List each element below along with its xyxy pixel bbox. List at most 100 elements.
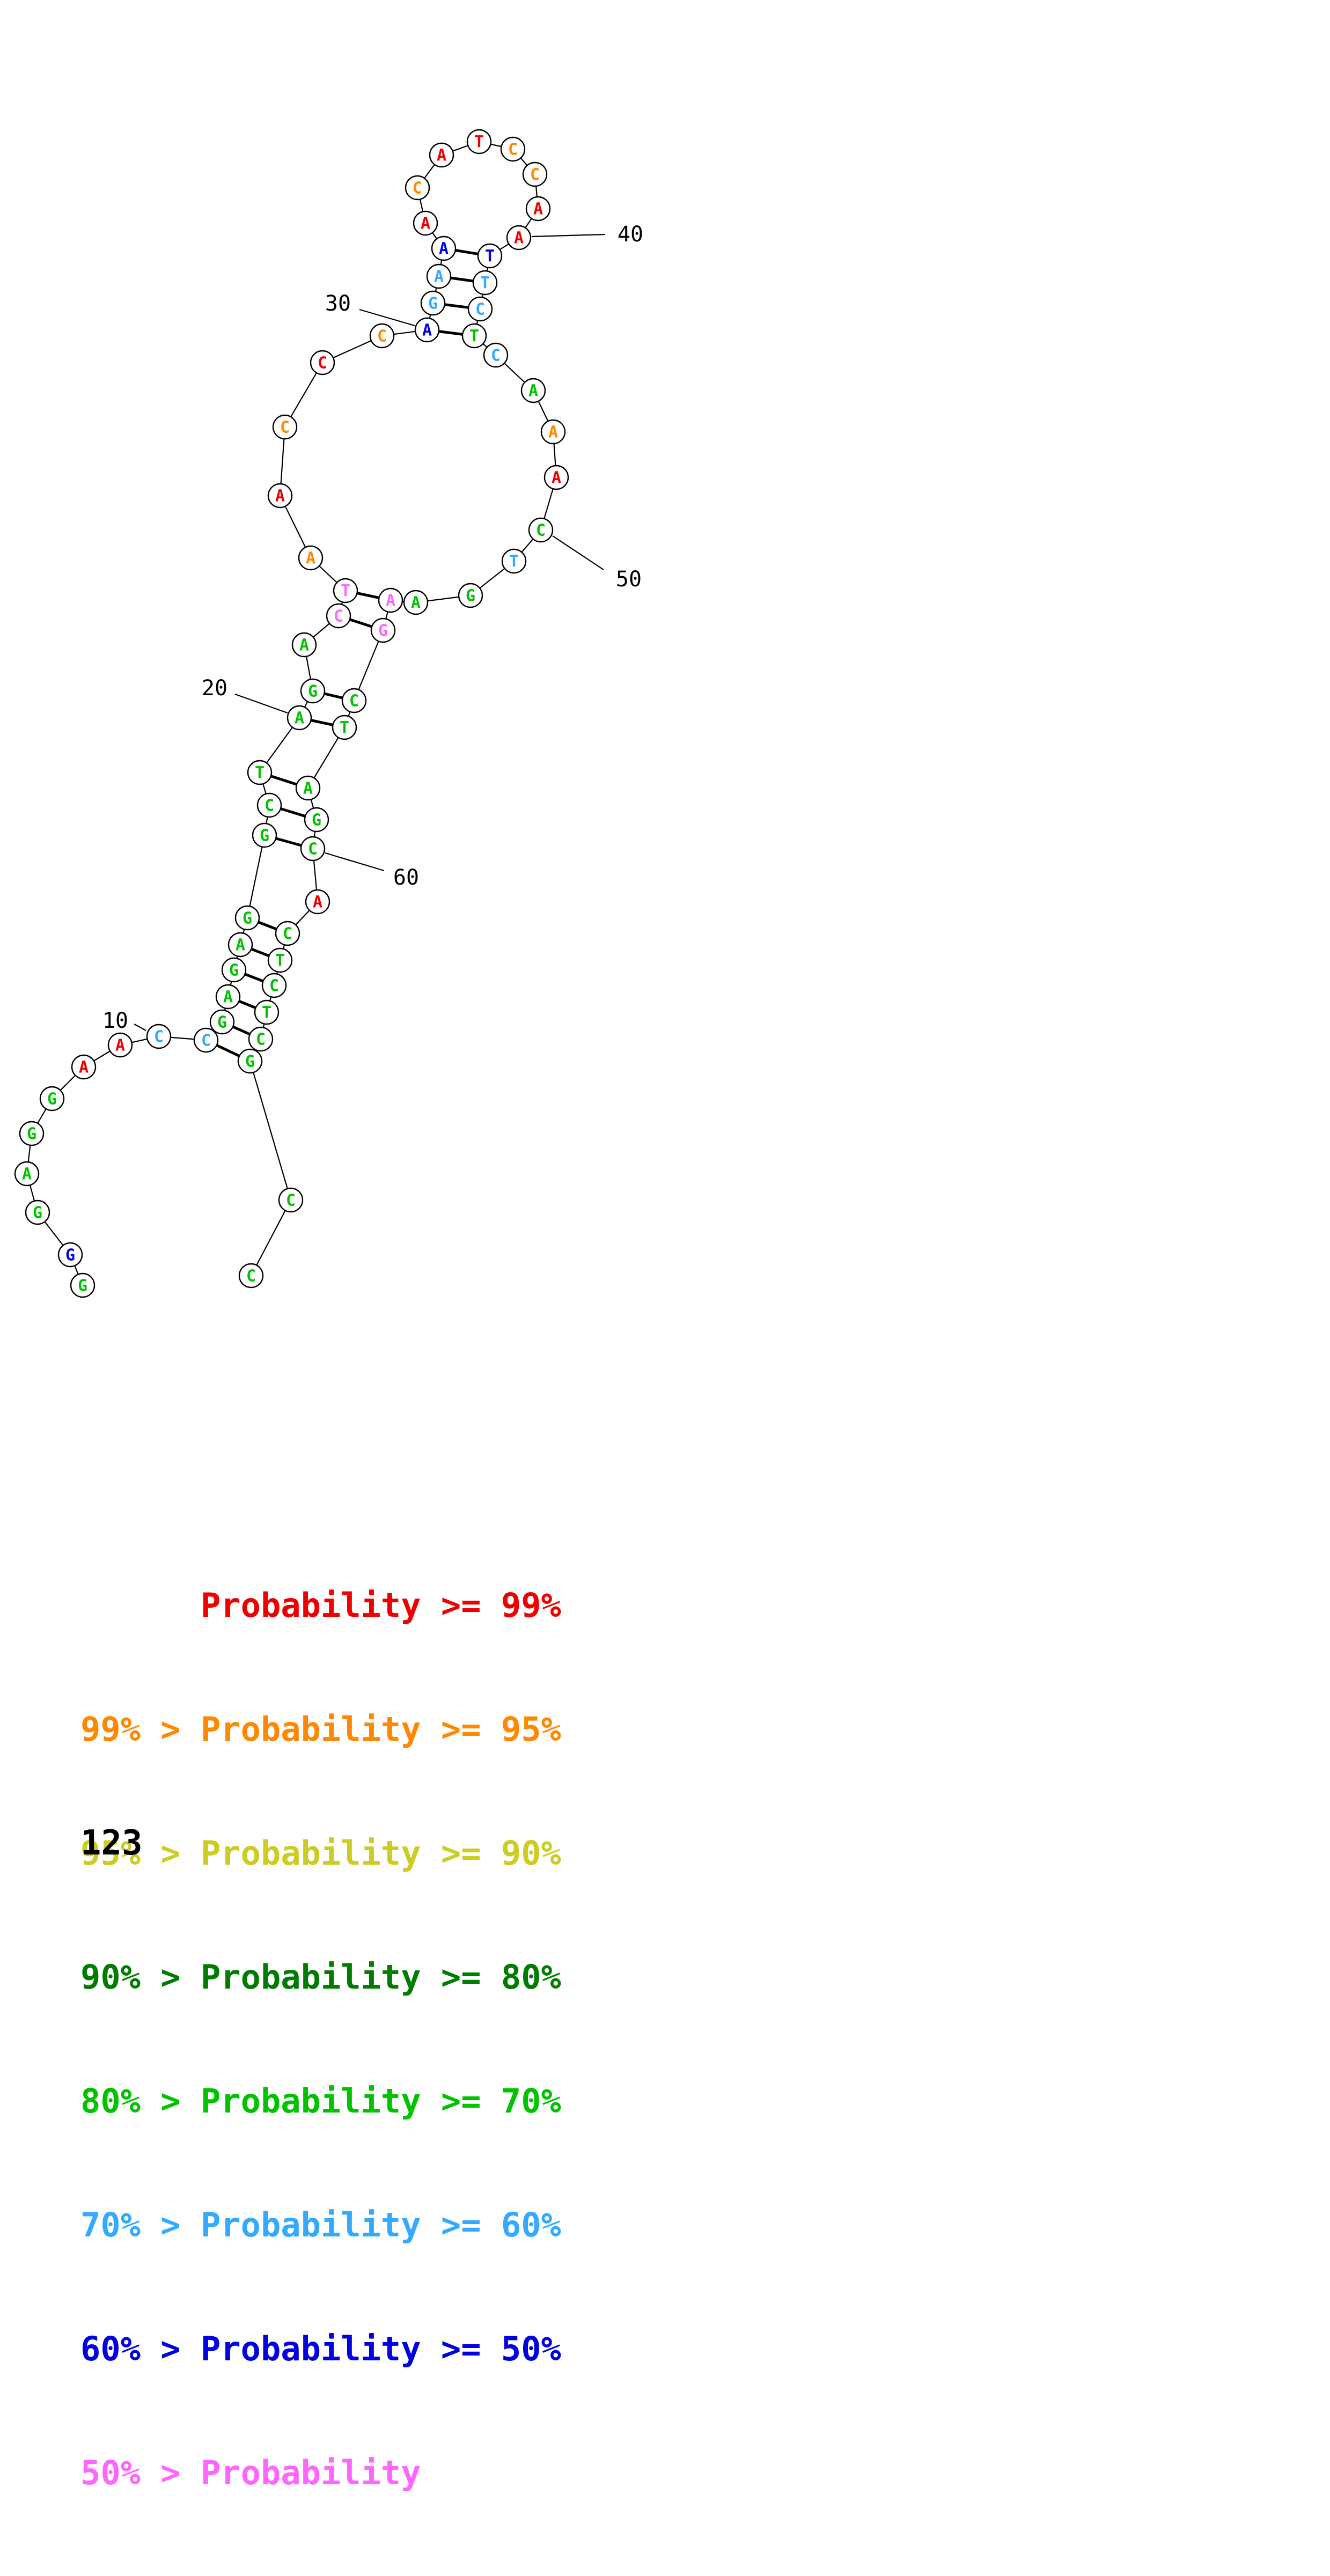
- base-letter: G: [245, 1053, 255, 1071]
- base-node: C: [272, 414, 298, 440]
- base-node: A: [414, 317, 440, 343]
- base-letter: G: [260, 827, 269, 845]
- base-circle: [234, 905, 260, 931]
- base-letter: C: [269, 977, 279, 996]
- base-letter: G: [229, 961, 239, 980]
- position-labels: 10 20 30 40 50 60: [102, 222, 643, 1033]
- position-label: 40: [618, 222, 643, 247]
- base-letter: T: [262, 1004, 271, 1022]
- base-circle: [414, 317, 440, 343]
- base-circle: [506, 225, 532, 251]
- base-node: A: [403, 590, 429, 615]
- base-node: T: [501, 548, 527, 574]
- base-letter: C: [318, 354, 327, 373]
- base-node: A: [378, 587, 403, 613]
- base-circle: [238, 1263, 264, 1289]
- base-circle: [333, 578, 358, 603]
- base-node: C: [275, 921, 300, 946]
- base-letter: G: [27, 1125, 36, 1144]
- base-circle: [540, 419, 566, 445]
- base-node: C: [146, 1024, 172, 1049]
- base-letter: A: [236, 936, 245, 955]
- legend-entry-95-99: 99% > Probability >= 95%: [80, 1710, 561, 1749]
- base-circle: [370, 617, 396, 643]
- legend-entry-lt50: 50% > Probability: [80, 2453, 421, 2492]
- base-node: C: [369, 323, 395, 349]
- base-circle: [403, 590, 429, 615]
- base-node: C: [261, 973, 287, 998]
- base-circle: [500, 136, 526, 162]
- base-circle: [267, 483, 293, 509]
- base-letter: C: [201, 1032, 211, 1050]
- position-label: 50: [616, 567, 642, 592]
- base-circle: [278, 1187, 304, 1213]
- base-circle: [237, 1048, 263, 1074]
- base-circle: [413, 210, 438, 236]
- position-label: 20: [202, 676, 227, 701]
- base-circle: [429, 142, 454, 168]
- base-node: A: [413, 210, 438, 236]
- base-node: A: [543, 465, 569, 490]
- base-node: G: [300, 678, 326, 704]
- base-node: C: [483, 342, 509, 368]
- base-letter: T: [255, 764, 264, 783]
- base-letter: T: [469, 327, 479, 346]
- base-letter: A: [528, 382, 538, 401]
- base-node: G: [70, 1272, 95, 1298]
- base-node: T: [247, 760, 273, 785]
- base-letter: T: [509, 553, 519, 571]
- base-letter: A: [79, 1058, 89, 1077]
- base-letter: A: [313, 893, 322, 912]
- base-circle: [431, 235, 457, 261]
- base-circle: [267, 947, 293, 973]
- base-circle: [332, 715, 357, 740]
- base-circle: [298, 545, 324, 571]
- legend-entry-50-60: 60% > Probability >= 50%: [80, 2329, 561, 2368]
- base-letter: A: [434, 268, 444, 286]
- base-letter: C: [530, 166, 540, 185]
- base-circle: [209, 1009, 235, 1035]
- base-letter: T: [485, 247, 495, 266]
- base-letter: A: [552, 469, 561, 488]
- base-letter: G: [217, 1013, 227, 1032]
- base-node: T: [332, 715, 357, 740]
- base-letter: T: [275, 952, 285, 970]
- base-letter: A: [422, 321, 432, 340]
- base-circle: [221, 957, 247, 983]
- base-letter: C: [308, 840, 318, 859]
- base-node: A: [286, 705, 312, 731]
- base-node: A: [305, 889, 330, 915]
- base-node: G: [370, 617, 396, 643]
- base-letter: A: [386, 592, 395, 610]
- base-node: G: [25, 1199, 50, 1225]
- legend-entry-80-90: 90% > Probability >= 80%: [80, 1957, 561, 1997]
- base-node: T: [461, 323, 487, 349]
- base-node: A: [227, 932, 253, 958]
- base-node: T: [477, 243, 503, 269]
- base-circle: [39, 1086, 65, 1112]
- base-circle: [461, 323, 487, 349]
- base-circle: [369, 323, 395, 349]
- base-letter: A: [548, 423, 558, 442]
- base-circle: [71, 1054, 97, 1080]
- base-node: G: [420, 290, 446, 316]
- base-node: T: [472, 270, 498, 296]
- base-letter: C: [536, 521, 546, 540]
- base-node: G: [19, 1121, 45, 1146]
- base-letter: A: [306, 549, 315, 568]
- base-letter: C: [264, 797, 274, 815]
- base-circle: [300, 836, 326, 862]
- base-letter: G: [312, 811, 321, 830]
- base-node: G: [458, 583, 483, 608]
- legend-entry-70-80: 80% > Probability >= 70%: [80, 2081, 561, 2121]
- base-circle: [528, 517, 554, 543]
- position-label: 60: [393, 865, 419, 890]
- base-node: A: [506, 225, 532, 251]
- base-letter: T: [341, 582, 350, 601]
- base-letter: A: [439, 240, 449, 259]
- legend-entry-ge99: Probability >= 99%: [80, 1586, 561, 1625]
- legend-entry-60-70: 70% > Probability >= 60%: [80, 2205, 561, 2244]
- base-letter: G: [33, 1204, 42, 1223]
- base-letter: G: [243, 909, 252, 928]
